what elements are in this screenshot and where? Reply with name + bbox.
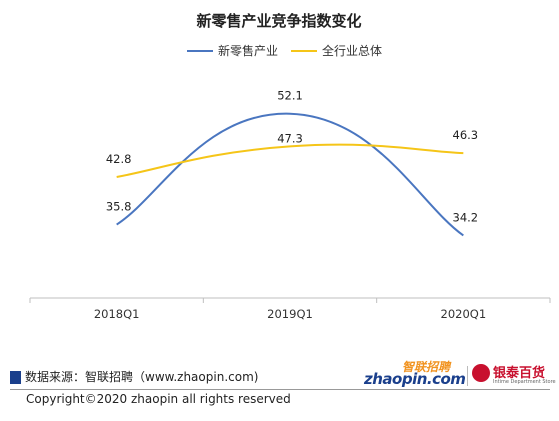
legend-label-series-2: 全行业总体	[322, 43, 382, 58]
series-line-1	[116, 112, 464, 237]
zhaopin-logo-cn: 智联招聘	[402, 360, 451, 374]
plot-area: 35.8 52.1 34.2 42.8 47.3 46.3	[106, 89, 479, 237]
data-label-1-1: 35.8	[106, 200, 132, 214]
x-tick-label: 2019Q1	[267, 307, 313, 321]
series-line-2	[116, 143, 464, 178]
source-text: 数据来源：智联招聘（www.zhaopin.com)	[25, 370, 259, 384]
legend: 新零售产业 全行业总体	[187, 43, 382, 58]
logo-divider	[467, 366, 468, 386]
data-label-1-3: 34.2	[453, 210, 479, 224]
x-tick-label: 2020Q1	[441, 307, 487, 321]
footer-divider	[10, 389, 550, 390]
data-label-2-2: 47.3	[277, 131, 303, 145]
x-tick-label: 2018Q1	[94, 307, 140, 321]
yintai-logo: 银泰百货 Intime Department Store	[472, 362, 556, 390]
yintai-logo-cn: 银泰百货	[493, 366, 546, 381]
yintai-logo-en: Intime Department Store	[493, 379, 556, 385]
zhaopin-logo: 智联招聘 zhaopin.com	[364, 358, 466, 390]
chart-title: 新零售产业竞争指数变化	[196, 12, 361, 30]
data-label-2-3: 46.3	[453, 128, 479, 142]
source-marker	[10, 371, 21, 384]
chart: 新零售产业竞争指数变化 新零售产业 全行业总体 2018Q1 2019Q1 2020…	[29, 12, 551, 321]
copyright-text: Copyright©2020 zhaopin all rights reserv…	[26, 392, 291, 406]
data-label-1-2: 52.1	[277, 89, 303, 103]
data-label-2-1: 42.8	[106, 152, 132, 166]
footer: 数据来源：智联招聘（www.zhaopin.com) 智联招聘 zhaopin.…	[10, 360, 556, 388]
zhaopin-logo-en: zhaopin.com	[364, 370, 466, 388]
yintai-logo-mark	[472, 364, 490, 382]
x-axis-ticks: 2018Q1 2019Q1 2020Q1	[29, 298, 551, 321]
legend-label-series-1: 新零售产业	[218, 43, 278, 58]
